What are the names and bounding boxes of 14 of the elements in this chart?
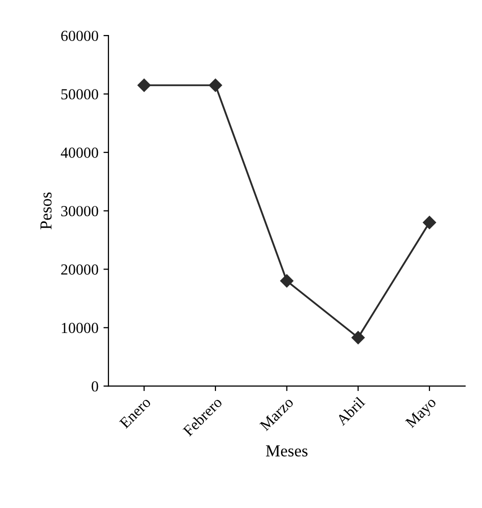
point <box>138 78 151 92</box>
point <box>208 78 222 92</box>
y-tick-label: 10000 <box>62 322 98 334</box>
x-axis-title: Meses <box>266 445 308 456</box>
y-tick-label: 30000 <box>61 206 98 216</box>
y-tick-label: 40000 <box>60 148 98 158</box>
y-tick-label: 20000 <box>61 264 98 275</box>
point <box>352 331 365 344</box>
y-axis-title: Pesos <box>40 192 52 230</box>
point <box>422 216 436 230</box>
y-tick-label: 50000 <box>61 89 98 100</box>
point <box>280 274 294 288</box>
y-tick-label: 0 <box>92 381 98 392</box>
y-tick-label: 60000 <box>61 30 98 42</box>
